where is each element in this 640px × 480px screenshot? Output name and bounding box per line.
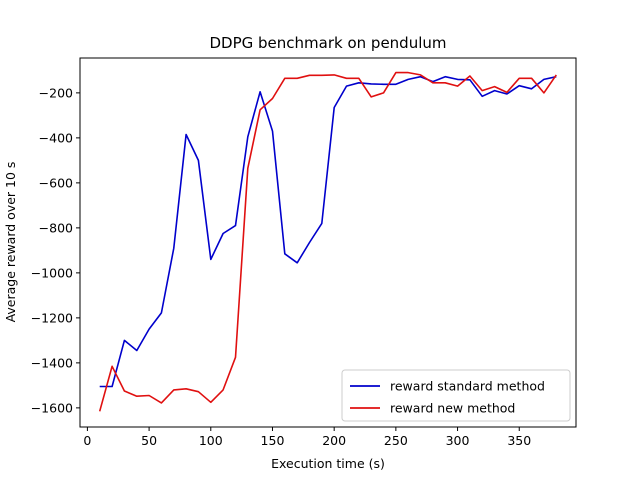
y-tick-label: −1000 <box>31 265 73 280</box>
legend-label-standard: reward standard method <box>390 379 545 394</box>
y-tick-label: −1400 <box>31 355 73 370</box>
y-tick-label: −1600 <box>31 400 73 415</box>
x-tick-label: 0 <box>83 433 91 448</box>
x-tick-label: 100 <box>199 433 223 448</box>
y-tick-label: −400 <box>39 130 73 145</box>
y-tick-label: −200 <box>39 85 73 100</box>
y-axis-ticks: −1600 −1400 −1200 −1000 −800 −600 −400 −200 <box>31 85 80 415</box>
legend-box <box>341 369 571 422</box>
x-tick-label: 200 <box>322 433 346 448</box>
y-tick-label: −800 <box>39 220 73 235</box>
x-axis-ticks: 0 50 100 150 200 250 300 350 <box>83 427 531 448</box>
x-tick-label: 350 <box>507 433 531 448</box>
x-tick-label: 300 <box>446 433 470 448</box>
y-tick-label: −1200 <box>31 310 73 325</box>
x-tick-label: 150 <box>261 433 285 448</box>
plot-lines <box>98 71 557 412</box>
y-axis-label: Average reward over 10 s <box>3 162 18 323</box>
series-line-new <box>98 71 557 412</box>
x-tick-label: 50 <box>141 433 157 448</box>
plot-frame <box>79 57 577 428</box>
y-tick-label: −600 <box>39 175 73 190</box>
chart-title: DDPG benchmark on pendulum <box>210 34 447 52</box>
series-line-standard <box>99 75 557 388</box>
legend-label-new: reward new method <box>390 401 515 416</box>
x-axis-label: Execution time (s) <box>271 456 385 471</box>
legend: reward standard method reward new method <box>341 369 571 422</box>
x-tick-label: 250 <box>384 433 408 448</box>
